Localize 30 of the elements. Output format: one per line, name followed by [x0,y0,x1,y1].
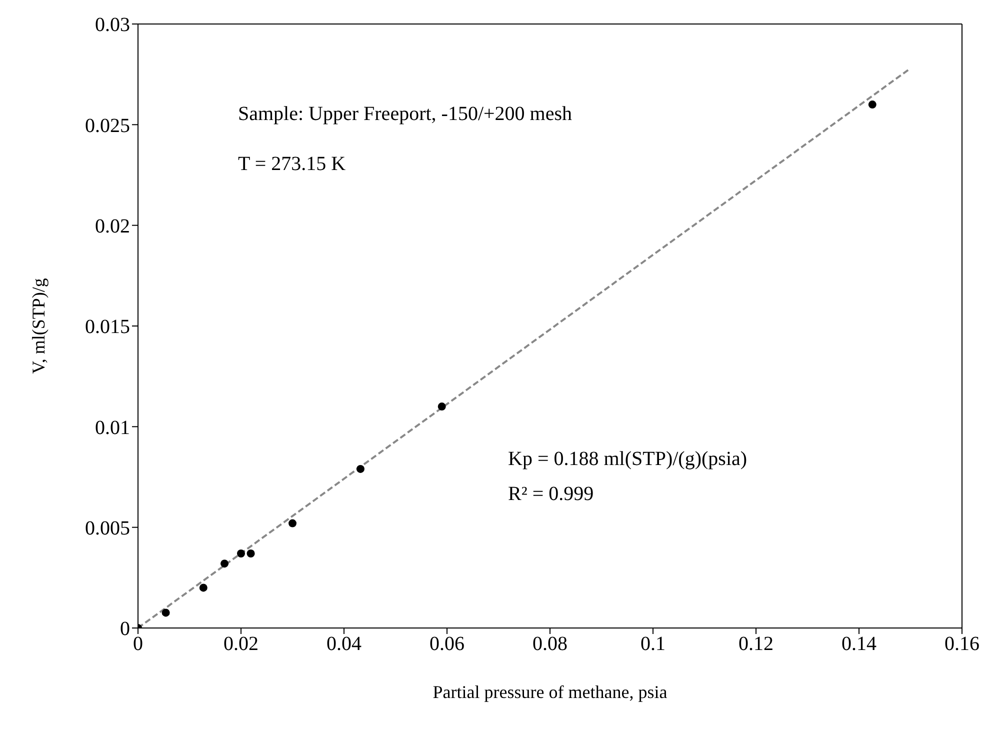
point [868,100,876,109]
x-tick-label: 0.04 [326,633,362,656]
x-tick-label: 0.1 [640,633,666,656]
y-tick-label: 0.01 [95,416,130,439]
y-tick-label: 0.02 [95,215,130,238]
y-tick-label: 0.015 [85,316,130,338]
point [438,402,446,411]
point [356,464,364,473]
point [246,550,255,558]
y-tick-label: 0 [120,618,130,640]
annotation: Sample: Upper Freeport, -150/+200 mesh [238,103,572,126]
x-tick-label: 0.08 [532,633,568,656]
y-axis-title: V, ml(STP)/g [28,278,48,374]
point [237,550,245,558]
y-tick-label: 0.03 [95,14,130,36]
annotation: R² = 0.999 [508,483,594,506]
annotation: Kp = 0.188 ml(STP)/(g)(psia) [508,448,748,471]
x-tick-label: 0.12 [738,633,774,656]
point [162,608,170,617]
x-tick-label: 0.06 [430,633,464,656]
point [288,519,296,528]
x-axis-title: Partial pressure of methane, psia [432,682,668,702]
x-tick-label: 0.16 [944,633,980,656]
point [199,584,208,592]
y-tick-label: 0.025 [85,114,130,137]
x-tick-label: 0.14 [842,633,876,656]
point [220,560,229,568]
y-tick-label: 0.005 [85,517,130,540]
annotation: T = 273.15 K [238,153,346,176]
x-tick-label: 0.02 [224,633,258,656]
